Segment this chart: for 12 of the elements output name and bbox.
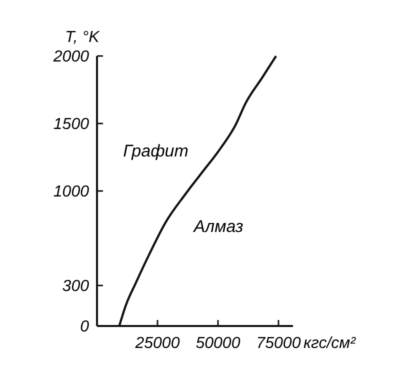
x-tick-label: 50000 [196,335,240,352]
annotation: Графит [123,141,188,160]
y-tick-label: 1000 [53,184,90,201]
annotation: Алмаз [192,217,244,236]
x-tick-label: 75000 [256,335,301,352]
y-tick-label: 1500 [53,116,90,134]
y-tick-label: 300 [62,278,90,296]
y-axis-title: T, °K [65,29,101,46]
y-tick-label: 2000 [52,48,90,66]
x-tick-label: 25000 [134,335,180,352]
x-axis-title: кгс/см² [303,335,356,352]
y-tick-label: 0 [80,318,90,336]
